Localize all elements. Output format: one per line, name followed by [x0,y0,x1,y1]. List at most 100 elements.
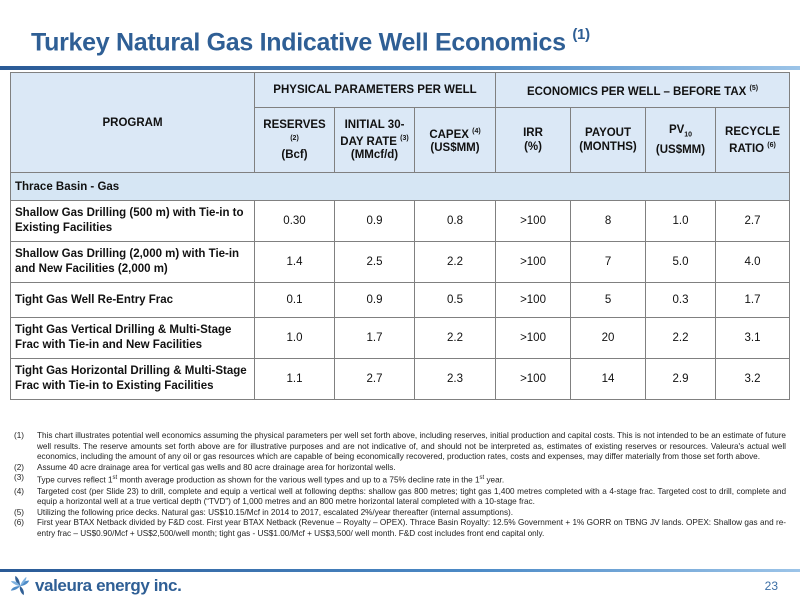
initial-rate-cell: 0.9 [334,200,415,242]
reserves-cell: 0.30 [254,200,335,242]
initial-rate-header-unit: (MMcf/d) [350,149,399,162]
payout-header-label: PAYOUT [585,127,632,139]
footnote-text: Assume 40 acre drainage area for vertica… [37,462,396,472]
reserves-cell: 0.1 [254,282,335,318]
irr-cell: >100 [495,358,572,400]
pv10-header-unit: (US$MM) [655,143,706,156]
initial-rate-cell: 1.7 [334,317,415,359]
footnote-text-part: month average production as shown for th… [117,476,480,486]
reserves-header: RESERVES (2) (Bcf) [254,107,335,173]
footnote-2: (2) Assume 40 acre drainage area for ver… [14,463,786,474]
footnote-superscript: st [479,475,485,482]
reserves-header-unit: (Bcf) [281,149,308,162]
recycle-header-ref: (6) [767,141,776,149]
footnote-4: (4) Targeted cost (per Slide 23) to dril… [14,487,786,508]
footnote-number: (4) [14,486,25,496]
irr-header: IRR (%) [495,107,572,173]
pv10-cell: 0.3 [645,282,717,318]
footnote-number: (3) [14,473,25,483]
initial-rate-cell: 0.9 [334,282,415,318]
valeura-leaf-icon [10,575,30,596]
capex-header-ref: (4) [472,127,481,135]
footnote-text: Targeted cost (per Slide 23) to drill, c… [37,486,786,507]
initial-rate-header-ref: (3) [400,134,409,142]
capex-header-unit: (US$MM) [430,142,480,155]
irr-cell: >100 [495,282,572,318]
initial-rate-header: INITIAL 30- DAY RATE (3) (MMcf/d) [334,107,415,173]
initial-rate-cell: 2.7 [334,358,415,400]
section-label: Thrace Basin - Gas [9,172,791,201]
payout-cell: 7 [570,241,647,283]
economics-header: ECONOMICS PER WELL – BEFORE TAX (5) [495,72,791,108]
initial-rate-header-line1: INITIAL 30- [344,118,405,131]
footnote-text: Type curves reflect 1st month average pr… [37,473,786,486]
footnote-1: (1) This chart illustrates potential wel… [14,431,786,463]
payout-cell: 5 [570,282,647,318]
payout-cell: 14 [570,358,647,400]
header-row-groups: PROGRAM PHYSICAL PARAMETERS PER WELL ECO… [10,72,791,173]
footnote-text-part: year. [484,476,505,486]
payout-header: PAYOUT (MONTHS) [570,107,647,173]
footnote-number: (2) [14,462,25,472]
program-cell: Shallow Gas Drilling (2,000 m) with Tie-… [10,241,255,283]
footnote-text: First year BTAX Netback divided by F&D c… [37,518,786,539]
table-row: Shallow Gas Drilling (2,000 m) with Tie-… [10,241,791,283]
recycle-ratio-cell: 1.7 [715,282,791,318]
capex-header: CAPEX (4) (US$MM) [413,107,497,173]
payout-cell: 20 [570,317,647,359]
capex-cell: 0.8 [413,200,497,242]
capex-header-label: CAPEX [429,128,469,141]
title-footnote-ref: (1) [572,26,590,43]
recycle-ratio-cell: 2.7 [715,200,791,242]
footnote-text: This chart illustrates potential well ec… [37,431,786,462]
header-row-columns: RESERVES (2) (Bcf) INITIAL 30- DAY RATE (3… [11,107,791,173]
irr-cell: >100 [495,200,572,242]
initial-rate-cell: 2.5 [334,241,415,283]
payout-cell: 8 [570,200,647,242]
economics-header-ref: (5) [749,84,759,92]
program-cell: Shallow Gas Drilling (500 m) with Tie-in… [10,200,255,242]
footnote-6: (6) First year BTAX Netback divided by F… [14,518,786,539]
reserves-cell: 1.1 [254,358,335,400]
table-row: Tight Gas Well Re-Entry Frac 0.1 0.9 0.5… [10,282,791,318]
title-divider [0,66,800,70]
recycle-ratio-cell: 3.1 [715,317,791,359]
footnote-number: (1) [14,431,25,440]
section-row: Thrace Basin - Gas [9,172,791,201]
footnote-number: (5) [14,507,25,517]
irr-header-unit: (%) [524,141,542,153]
pv10-header-sub: 10 [684,131,693,139]
pv10-cell: 1.0 [645,200,717,242]
recycle-ratio-cell: 3.2 [715,358,791,400]
capex-cell: 2.2 [413,241,497,283]
well-economics-table: PROGRAM PHYSICAL PARAMETERS PER WELL ECO… [9,72,791,400]
initial-rate-header-line2: DAY RATE [340,135,397,148]
company-logo: valeura energy inc. [9,575,182,597]
capex-cell: 2.2 [413,317,497,359]
table-row: Tight Gas Horizontal Drilling & Multi-St… [10,358,791,400]
page-title-text: Turkey Natural Gas Indicative Well Econo… [31,28,566,57]
pv10-cell: 5.0 [645,241,717,283]
economics-header-label: ECONOMICS PER WELL – BEFORE TAX [526,85,747,98]
capex-cell: 2.3 [413,358,497,400]
footnote-number: (6) [14,518,25,528]
reserves-cell: 1.4 [254,241,335,283]
page-title: Turkey Natural Gas Indicative Well Econo… [31,26,590,57]
footnotes: (1) This chart illustrates potential wel… [14,431,786,540]
footer-divider [0,569,800,572]
table-row: Tight Gas Vertical Drilling & Multi-Stag… [10,317,791,359]
footnote-5: (5) Utilizing the following price decks.… [14,508,786,519]
payout-header-unit: (MONTHS) [579,141,637,153]
footnote-text-part: Type curves reflect 1 [37,476,113,486]
reserves-cell: 1.0 [254,317,335,359]
pv10-header: PV10 (US$MM) [645,107,717,173]
page-number: 23 [764,579,778,593]
irr-cell: >100 [495,241,572,283]
recycle-ratio-cell: 4.0 [715,241,791,283]
program-cell: Tight Gas Vertical Drilling & Multi-Stag… [10,317,255,359]
physical-parameters-header: PHYSICAL PARAMETERS PER WELL [253,72,497,108]
footnote-superscript: st [112,475,118,482]
recycle-ratio-header: RECYCLE RATIO (6) [715,107,791,173]
irr-cell: >100 [495,317,572,359]
recycle-header-line1: RECYCLE [725,125,780,138]
